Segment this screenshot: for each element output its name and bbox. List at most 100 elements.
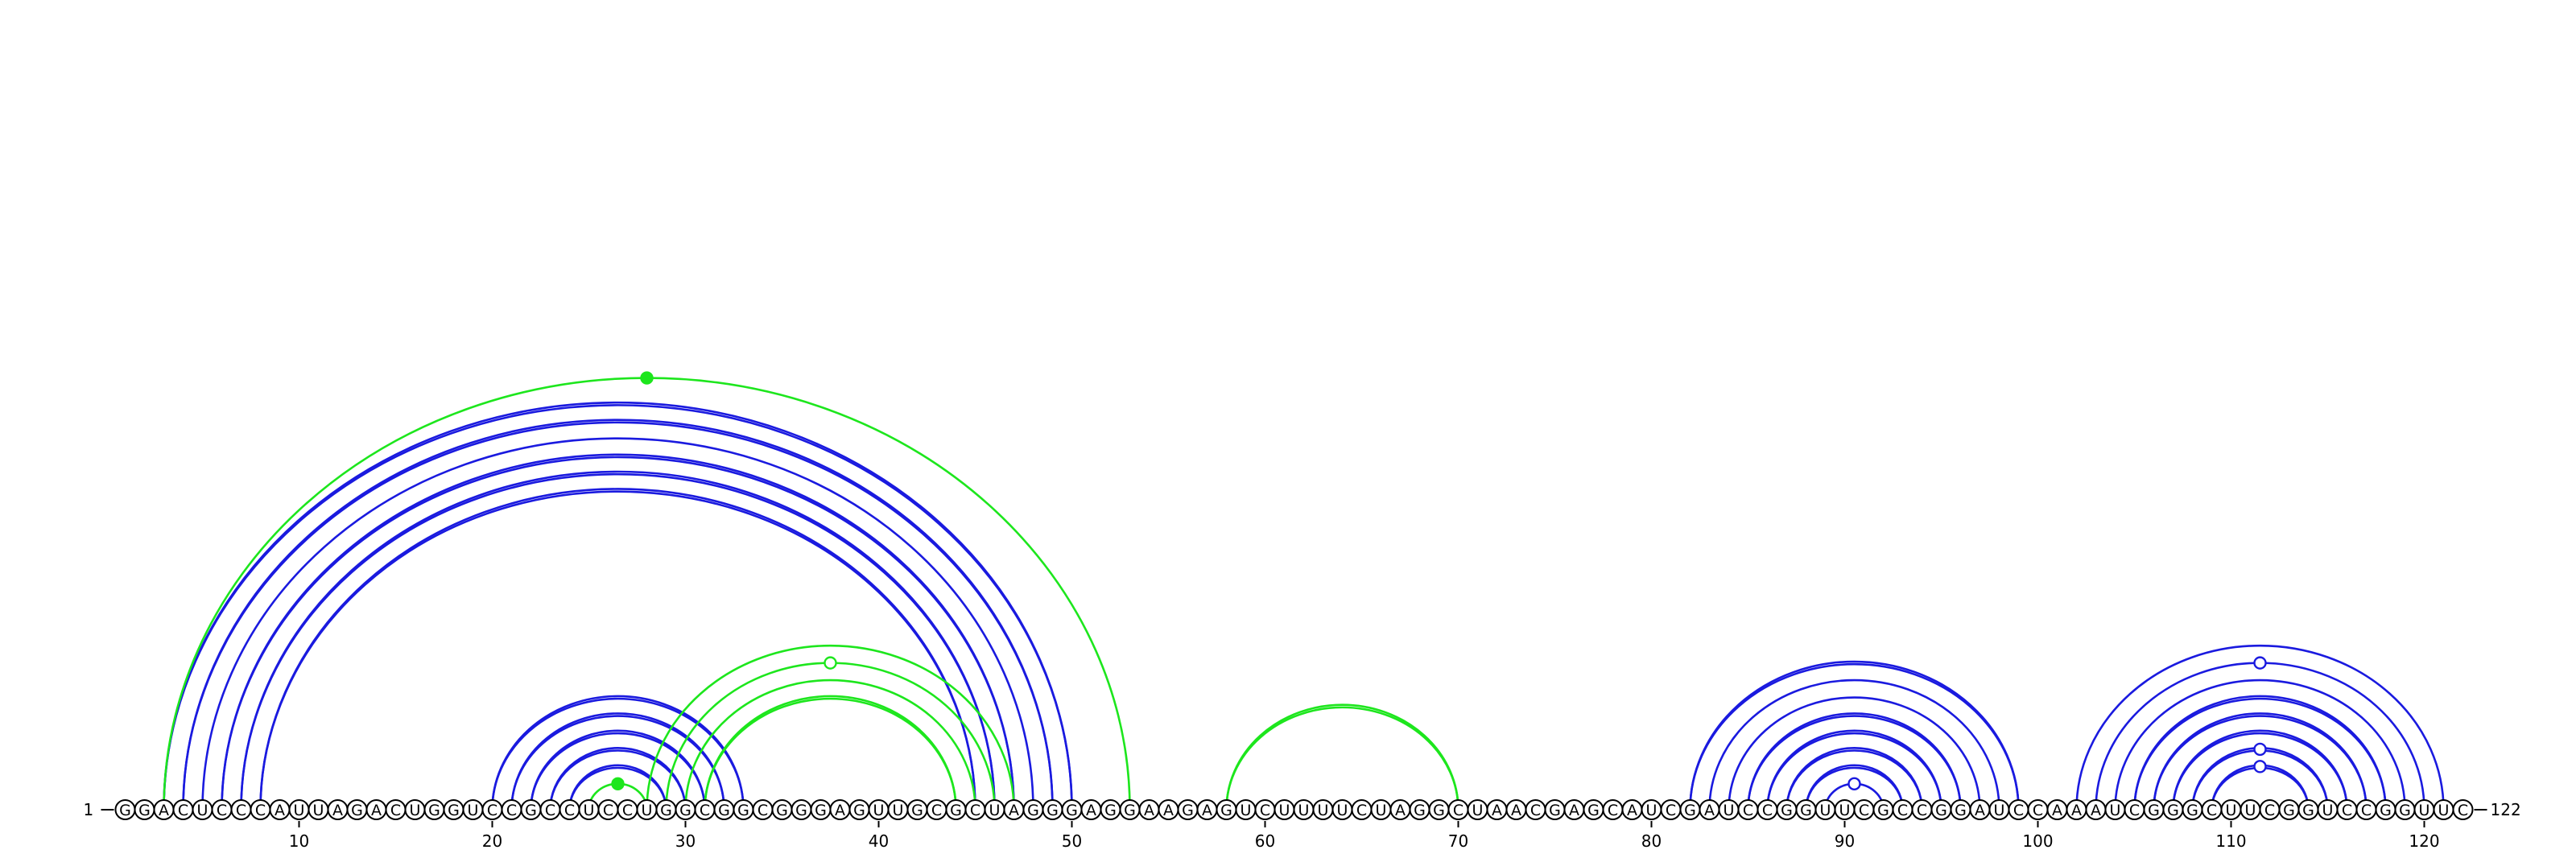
nucleotide-letter: A — [1009, 802, 1019, 819]
nucleotide-letter: U — [2226, 802, 2237, 819]
base-pair-arc-82-99 — [1689, 660, 2020, 811]
base-pair-arc-102-121 — [2075, 644, 2445, 811]
nucleotide-letter: U — [989, 802, 1001, 819]
nucleotide-9: A — [269, 799, 291, 820]
nucleotide-8: C — [250, 799, 271, 820]
base-pair-arc-22-31 — [530, 729, 706, 811]
base-pair-arc-86-95 — [1766, 729, 1942, 811]
base-pair-arc-24-29 — [568, 764, 667, 811]
nucleotide-13: G — [346, 799, 368, 820]
base-pair-arc-83-98 — [1708, 679, 2000, 811]
nucleotide-26: C — [597, 799, 619, 820]
base-pair-arc-21-32 — [510, 712, 725, 811]
nucleotide-letter: C — [1260, 802, 1270, 819]
nucleotide-99: C — [2008, 799, 2029, 820]
nucleotide-letter: C — [2458, 802, 2468, 819]
nucleotide-letter: G — [2399, 802, 2411, 819]
nucleotide-letter: C — [217, 802, 227, 819]
nucleotide-letter: G — [776, 802, 788, 819]
base-pair-arc-20-33 — [491, 695, 745, 811]
base-pair-arc-86-95 — [1766, 732, 1942, 811]
nucleotide-35: G — [771, 799, 793, 820]
nucleotide-letter: A — [371, 802, 382, 819]
base-pair-arc-6-47 — [221, 453, 1015, 811]
nucleotide-letter: C — [506, 802, 517, 819]
nucleotide-letter: G — [1800, 802, 1812, 819]
nucleotide-108: G — [2182, 799, 2203, 820]
nucleotide-letter: G — [119, 802, 131, 819]
nucleotide-letter: U — [893, 802, 904, 819]
nucleotide-30: G — [675, 799, 696, 820]
nucleotide-80: U — [1641, 799, 1662, 820]
nucleotide-letter: U — [2110, 802, 2121, 819]
nucleotide-12: A — [327, 799, 349, 820]
nucleotide-75: G — [1544, 799, 1566, 820]
nucleotide-91: C — [1853, 799, 1875, 820]
nucleotide-61: U — [1274, 799, 1295, 820]
nucleotide-53: G — [1119, 799, 1141, 820]
nucleotide-63: U — [1312, 799, 1334, 820]
nucleotide-118: G — [2375, 799, 2396, 820]
nucleotide-letter: G — [679, 802, 691, 819]
nucleotide-66: U — [1370, 799, 1392, 820]
nucleotide-74: C — [1525, 799, 1546, 820]
nucleotide-letter: U — [197, 802, 208, 819]
nucleotide-letter: G — [1781, 802, 1793, 819]
nucleotide-letter: A — [2052, 802, 2062, 819]
nucleotide-29: G — [655, 799, 677, 820]
nucleotide-letter: U — [1279, 802, 1290, 819]
base-pair-arc-30-45 — [684, 679, 976, 811]
nucleotide-letter: G — [1104, 802, 1117, 819]
nucleotide-19: U — [462, 799, 484, 820]
nucleotide-letter: U — [1646, 802, 1657, 819]
nucleotide-letter: U — [873, 802, 885, 819]
nucleotide-letter: U — [410, 802, 421, 819]
tick-label-20: 20 — [482, 831, 502, 851]
nucleotide-letter: G — [2283, 802, 2295, 819]
nucleotide-56: G — [1177, 799, 1199, 820]
nucleotide-3: A — [153, 799, 175, 820]
nucleotide-letter: G — [1182, 802, 1194, 819]
arc-marker-29-46 — [824, 656, 837, 670]
nucleotide-119: G — [2394, 799, 2416, 820]
base-pair-arc-28-47 — [646, 644, 1015, 811]
nucleotide-45: C — [964, 799, 986, 820]
nucleotide-letter: G — [2186, 802, 2198, 819]
nucleotide-14: A — [365, 799, 387, 820]
nucleotide-67: A — [1389, 799, 1411, 820]
nucleotide-letter: A — [1144, 802, 1154, 819]
nucleotide-letter: C — [236, 802, 246, 819]
nucleotide-letter: G — [795, 802, 807, 819]
base-pair-arc-84-97 — [1728, 696, 1981, 811]
nucleotide-4: C — [172, 799, 194, 820]
nucleotide-110: U — [2220, 799, 2242, 820]
sequence-end-label: 122 — [2491, 800, 2521, 819]
nucleotide-55: A — [1158, 799, 1179, 820]
nucleotide-letter: U — [1724, 802, 1735, 819]
nucleotide-letter: G — [1066, 802, 1078, 819]
nucleotide-72: A — [1486, 799, 1508, 820]
nucleotide-letter: G — [660, 802, 672, 819]
nucleotide-38: A — [829, 799, 851, 820]
nucleotide-letter: C — [931, 802, 942, 819]
nucleotide-82: G — [1679, 799, 1701, 820]
base-pair-arc-8-45 — [259, 488, 976, 811]
tick-label-110: 110 — [2215, 831, 2246, 851]
nucleotide-122: C — [2452, 799, 2474, 820]
nucleotide-92: G — [1872, 799, 1894, 820]
nucleotide-letter: A — [1627, 802, 1637, 819]
nucleotide-letter: C — [2361, 802, 2372, 819]
tick-label-100: 100 — [2022, 831, 2053, 851]
nucleotide-73: A — [1505, 799, 1527, 820]
nucleotide-letter: G — [911, 802, 923, 819]
nucleotide-85: C — [1737, 799, 1759, 820]
nucleotide-105: C — [2124, 799, 2145, 820]
base-pair-arc-105-118 — [2133, 695, 2387, 811]
base-pair-arc-3-53 — [163, 377, 1131, 811]
nucleotide-77: G — [1583, 799, 1604, 820]
base-pair-arc-7-46 — [240, 470, 996, 811]
arc-marker-89-92 — [1847, 777, 1861, 791]
nucleotide-letter: U — [1472, 802, 1484, 819]
nucleotide-letter: C — [1859, 802, 1869, 819]
